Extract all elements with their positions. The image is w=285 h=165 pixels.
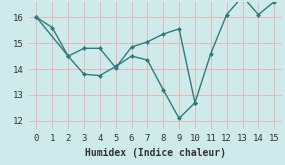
X-axis label: Humidex (Indice chaleur): Humidex (Indice chaleur) — [85, 148, 226, 158]
